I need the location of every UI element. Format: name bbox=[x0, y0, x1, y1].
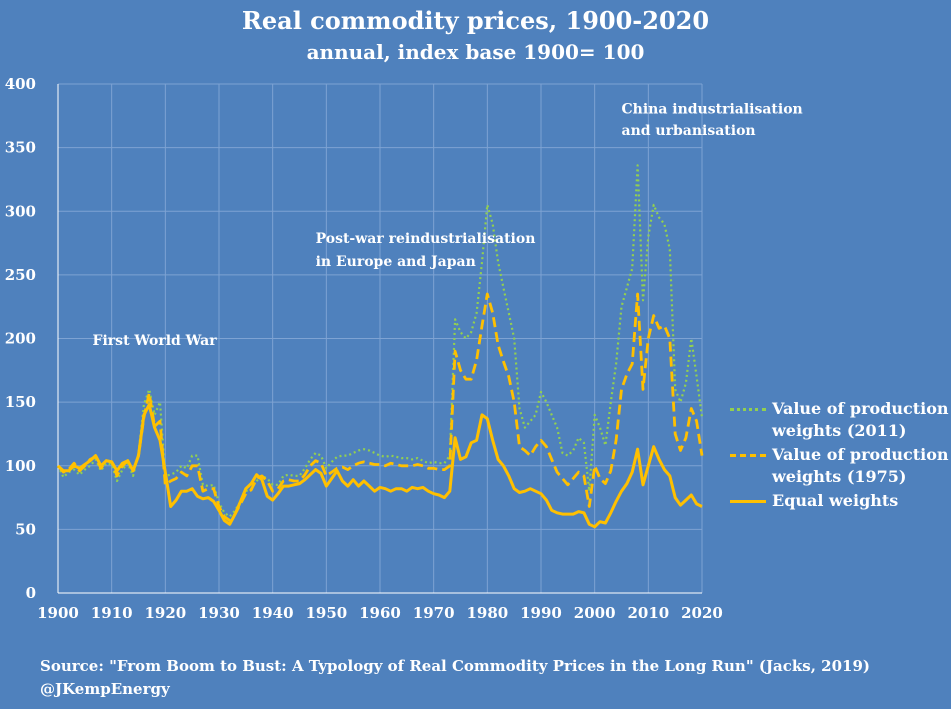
x-tick-label: 1930 bbox=[198, 604, 240, 622]
series-line-dotted bbox=[57, 164, 704, 518]
legend-label: Value of production weights (1975) bbox=[772, 445, 949, 486]
source-citation: Source: "From Boom to Bust: A Typology o… bbox=[40, 657, 871, 675]
x-tick-label: 1900 bbox=[37, 604, 79, 622]
x-tick-label: 1990 bbox=[520, 604, 562, 622]
y-tick-label: 50 bbox=[15, 520, 36, 538]
x-tick-label: 2000 bbox=[574, 604, 616, 622]
annotation-label: First World War bbox=[93, 333, 218, 349]
x-tick-label: 1940 bbox=[252, 604, 294, 622]
annotation-label: and urbanisation bbox=[622, 123, 756, 139]
source-note: Source: "From Boom to Bust: A Typology o… bbox=[40, 655, 870, 701]
y-tick-label: 0 bbox=[26, 584, 36, 602]
x-tick-label: 1980 bbox=[466, 604, 508, 622]
x-tick-label: 1970 bbox=[413, 604, 455, 622]
legend: Value of production weights (2011) Value… bbox=[730, 399, 950, 522]
y-tick-label: 350 bbox=[5, 139, 36, 157]
y-tick-label: 100 bbox=[5, 457, 36, 475]
y-tick-label: 150 bbox=[5, 393, 36, 411]
annotation-label: in Europe and Japan bbox=[316, 254, 476, 270]
y-tick-label: 400 bbox=[5, 75, 36, 93]
author-handle: @JKempEnergy bbox=[40, 680, 170, 698]
chart-subtitle: annual, index base 1900= 100 bbox=[306, 40, 645, 64]
legend-item-equal: Equal weights bbox=[730, 491, 950, 522]
annotation-label: China industrialisation bbox=[622, 101, 803, 117]
x-tick-label: 1950 bbox=[305, 604, 347, 622]
legend-item-1975: Value of production weights (1975) bbox=[730, 445, 950, 492]
legend-swatch-solid bbox=[730, 500, 766, 503]
legend-swatch-dashed bbox=[730, 454, 766, 457]
y-tick-label: 300 bbox=[5, 202, 36, 220]
legend-swatch-dotted bbox=[730, 408, 766, 411]
legend-label: Equal weights bbox=[772, 491, 899, 510]
x-tick-label: 1910 bbox=[91, 604, 133, 622]
x-tick-label: 1920 bbox=[144, 604, 186, 622]
grid-lines bbox=[57, 83, 703, 594]
x-tick-label: 2020 bbox=[681, 604, 723, 622]
axis-ticks: 0 50 100 150 200 250 300 350 400 1900 1910 1920 1930… bbox=[5, 75, 723, 622]
annotation-label: Post-war reindustrialisation bbox=[316, 231, 536, 247]
legend-item-2011: Value of production weights (2011) bbox=[730, 399, 950, 446]
x-tick-label: 2010 bbox=[627, 604, 669, 622]
y-tick-label: 250 bbox=[5, 266, 36, 284]
annotations: First World War Post-war reindustrialisat… bbox=[93, 101, 803, 349]
series-line-solid bbox=[56, 403, 703, 529]
x-tick-label: 1960 bbox=[359, 604, 401, 622]
series-lines bbox=[56, 164, 704, 529]
y-tick-label: 200 bbox=[5, 330, 36, 348]
legend-label: Value of production weights (2011) bbox=[772, 399, 949, 440]
chart-title: Real commodity prices, 1900-2020 bbox=[241, 6, 710, 35]
